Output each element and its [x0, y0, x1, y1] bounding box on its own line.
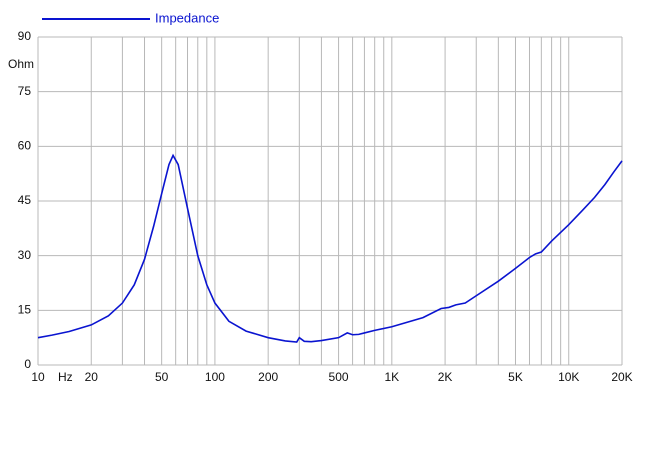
y-tick-label: 30 [18, 248, 32, 262]
x-tick-label: 10K [558, 370, 579, 384]
legend-label: Impedance [155, 10, 219, 25]
x-tick-label: 500 [329, 370, 349, 384]
y-tick-label: 90 [18, 29, 32, 43]
y-tick-label: 75 [18, 84, 32, 98]
impedance-line [37, 153, 623, 343]
y-tick-label: 60 [18, 139, 32, 153]
x-tick-label: 1K [384, 370, 399, 384]
x-tick-label: 2K [438, 370, 453, 384]
x-tick-label: 5K [508, 370, 523, 384]
x-tick-label: 200 [258, 370, 278, 384]
y-axis-unit: Ohm [8, 57, 34, 71]
y-tick-label: 45 [18, 193, 32, 207]
y-tick-label: 15 [18, 303, 32, 317]
y-tick-label: 0 [24, 357, 31, 371]
x-tick-label: 20 [85, 370, 99, 384]
x-axis-unit: Hz [58, 370, 73, 384]
x-tick-label: 100 [205, 370, 225, 384]
x-tick-label: 10 [31, 370, 45, 384]
x-tick-label: 50 [155, 370, 169, 384]
x-tick-label: 20K [611, 370, 632, 384]
